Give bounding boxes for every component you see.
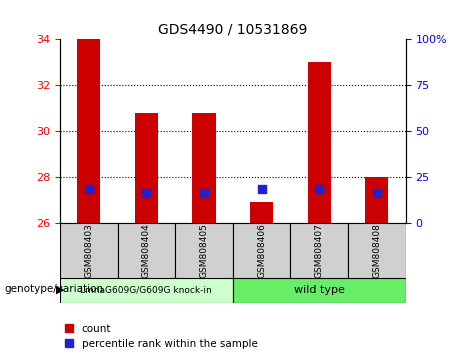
Point: [200, 190, 207, 196]
Point: [258, 185, 266, 191]
Text: GSM808404: GSM808404: [142, 223, 151, 278]
Bar: [233, 278, 406, 303]
Bar: [60, 278, 233, 303]
Text: wild type: wild type: [294, 285, 345, 295]
Bar: [365, 177, 388, 223]
Bar: [175, 223, 233, 278]
Bar: [250, 202, 273, 223]
Text: genotype/variation: genotype/variation: [5, 284, 104, 293]
Bar: [135, 113, 158, 223]
Bar: [118, 223, 175, 278]
Text: GSM808408: GSM808408: [372, 223, 381, 278]
Bar: [77, 39, 100, 223]
Text: LmnaG609G/G609G knock-in: LmnaG609G/G609G knock-in: [81, 286, 212, 295]
Point: [142, 190, 150, 196]
Bar: [348, 223, 406, 278]
Text: GSM808403: GSM808403: [84, 223, 93, 278]
Legend: count, percentile rank within the sample: count, percentile rank within the sample: [65, 324, 258, 349]
Bar: [60, 223, 118, 278]
Title: GDS4490 / 10531869: GDS4490 / 10531869: [158, 22, 307, 36]
Text: ▶: ▶: [56, 285, 65, 295]
Bar: [308, 62, 331, 223]
Bar: [233, 223, 290, 278]
Bar: [193, 113, 216, 223]
Text: GSM808406: GSM808406: [257, 223, 266, 278]
Point: [315, 185, 323, 191]
Text: GSM808405: GSM808405: [200, 223, 208, 278]
Point: [85, 185, 92, 191]
Bar: [290, 223, 348, 278]
Text: GSM808407: GSM808407: [315, 223, 324, 278]
Point: [373, 190, 381, 196]
